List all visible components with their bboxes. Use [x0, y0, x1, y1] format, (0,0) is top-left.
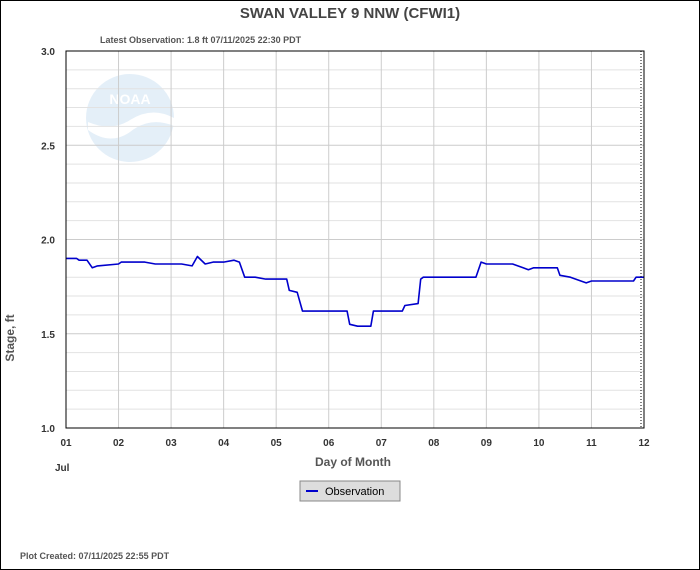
- noaa-logo: NOAA: [86, 74, 174, 162]
- x-tick-label: 05: [271, 438, 283, 449]
- x-tick-label: 09: [481, 438, 493, 449]
- x-axis-label: Day of Month: [315, 455, 391, 469]
- y-tick-label: 1.0: [41, 424, 55, 435]
- svg-text:NOAA: NOAA: [109, 91, 150, 107]
- legend-box: [299, 480, 401, 502]
- y-tick-label: 1.5: [41, 330, 55, 341]
- x-tick-label: 02: [113, 438, 125, 449]
- observation-series-line: [66, 255, 644, 328]
- x-tick-label: 10: [533, 438, 545, 449]
- x-tick-label: 11: [586, 438, 597, 449]
- chart-title: SWAN VALLEY 9 NNW (CFWI1): [240, 5, 460, 22]
- month-label: Jul: [55, 463, 70, 474]
- y-tick-label: 3.0: [41, 47, 55, 58]
- x-tick-label: 12: [638, 438, 650, 449]
- x-tick-label: 03: [166, 438, 178, 449]
- y-axis-label: Stage, ft: [3, 314, 17, 361]
- legend-label-observation: Observation: [325, 486, 384, 498]
- x-tick-label: 06: [323, 438, 335, 449]
- plot-area-border: [65, 50, 645, 429]
- x-tick-label: 07: [376, 438, 388, 449]
- x-tick-label: 04: [218, 438, 230, 449]
- x-tick-label: 08: [428, 438, 440, 449]
- plot-created-footer: Plot Created: 07/11/2025 22:55 PDT: [20, 551, 170, 561]
- x-tick-label: 01: [60, 438, 72, 449]
- legend: Observation: [299, 480, 401, 502]
- y-tick-label: 2.0: [41, 236, 55, 247]
- y-tick-label: 2.5: [41, 141, 55, 152]
- latest-observation: Latest Observation: 1.8 ft 07/11/2025 22…: [100, 35, 302, 45]
